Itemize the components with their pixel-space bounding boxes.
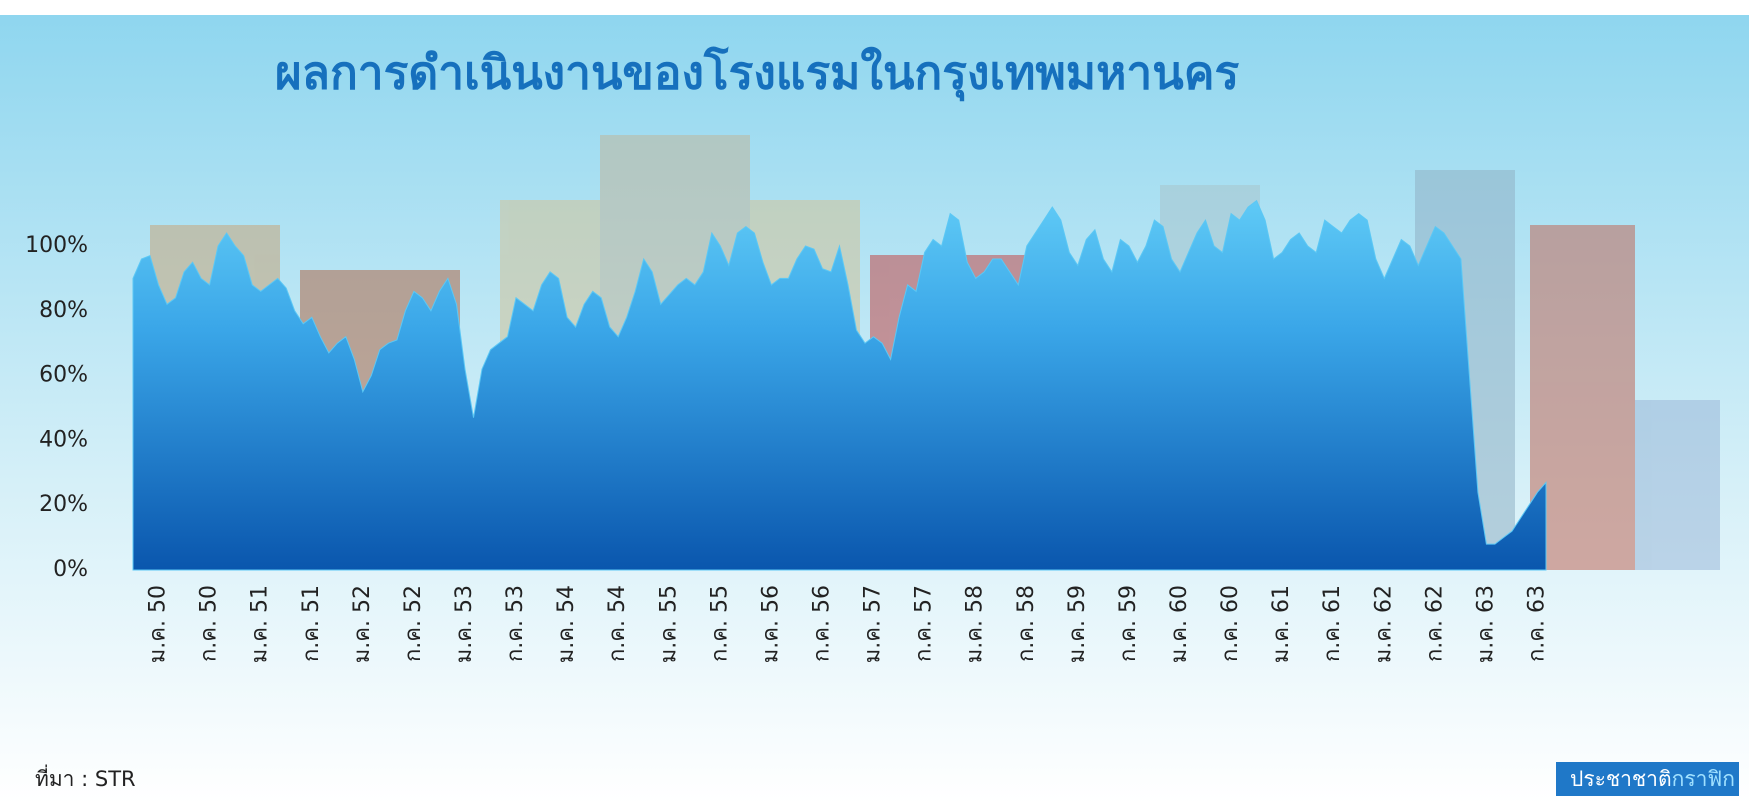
- y-tick-label: 60%: [39, 363, 88, 388]
- brand-box: [1556, 762, 1739, 796]
- brand-main: ประชาชาติ: [1570, 767, 1672, 791]
- x-tick-label: ก.ค. 50: [197, 585, 222, 662]
- x-tick-label: ม.ค. 50: [146, 585, 171, 663]
- x-tick-label: ก.ค. 61: [1320, 585, 1345, 662]
- x-tick-label: ก.ค. 57: [912, 585, 937, 662]
- x-tick-label: ก.ค. 53: [503, 585, 528, 662]
- x-tick-label: ก.ค. 62: [1422, 585, 1447, 662]
- x-tick-label: ม.ค. 59: [1065, 585, 1090, 663]
- x-tick-label: ก.ค. 56: [809, 585, 834, 662]
- x-tick-label: ม.ค. 54: [554, 585, 579, 663]
- x-tick-label: ม.ค. 61: [1269, 585, 1294, 663]
- chart-title: ผลการดำเนินงานของโรงแรมในกรุงเทพมหานคร: [275, 46, 1240, 102]
- brand-sub: กราฟิก: [1672, 767, 1735, 791]
- x-tick-label: ม.ค. 57: [861, 585, 886, 663]
- x-tick-label: ก.ค. 58: [1014, 585, 1039, 662]
- x-tick-label: ม.ค. 55: [656, 585, 681, 663]
- x-tick-label: ม.ค. 52: [350, 585, 375, 663]
- x-tick-label: ม.ค. 56: [758, 585, 783, 663]
- x-tick-label: ม.ค. 62: [1371, 585, 1396, 663]
- x-tick-label: ม.ค. 53: [452, 585, 477, 663]
- x-tick-label: ก.ค. 54: [605, 585, 630, 662]
- x-tick-label: ก.ค. 59: [1116, 585, 1141, 662]
- x-tick-label: ม.ค. 63: [1473, 585, 1498, 663]
- brand: ประชาชาติกราฟิก: [1570, 767, 1735, 791]
- x-tick-label: ก.ค. 55: [707, 585, 732, 662]
- x-tick-label: ม.ค. 51: [248, 585, 273, 663]
- area: [132, 199, 1547, 571]
- y-tick-label: 0%: [53, 557, 88, 582]
- x-tick-label: ก.ค. 60: [1218, 585, 1243, 662]
- x-tick-label: ก.ค. 52: [401, 585, 426, 662]
- y-tick-label: 20%: [39, 492, 88, 517]
- y-tick-label: 100%: [25, 233, 88, 258]
- x-tick-label: ก.ค. 51: [299, 585, 324, 662]
- source: ที่มา : STR: [35, 764, 136, 791]
- y-tick-label: 80%: [39, 298, 88, 323]
- x-tick-label: ม.ค. 58: [963, 585, 988, 663]
- top-strip: [0, 0, 1749, 15]
- x-tick-label: ก.ค. 63: [1524, 585, 1549, 662]
- x-tick-label: ม.ค. 60: [1167, 585, 1192, 663]
- y-tick-label: 40%: [39, 427, 88, 452]
